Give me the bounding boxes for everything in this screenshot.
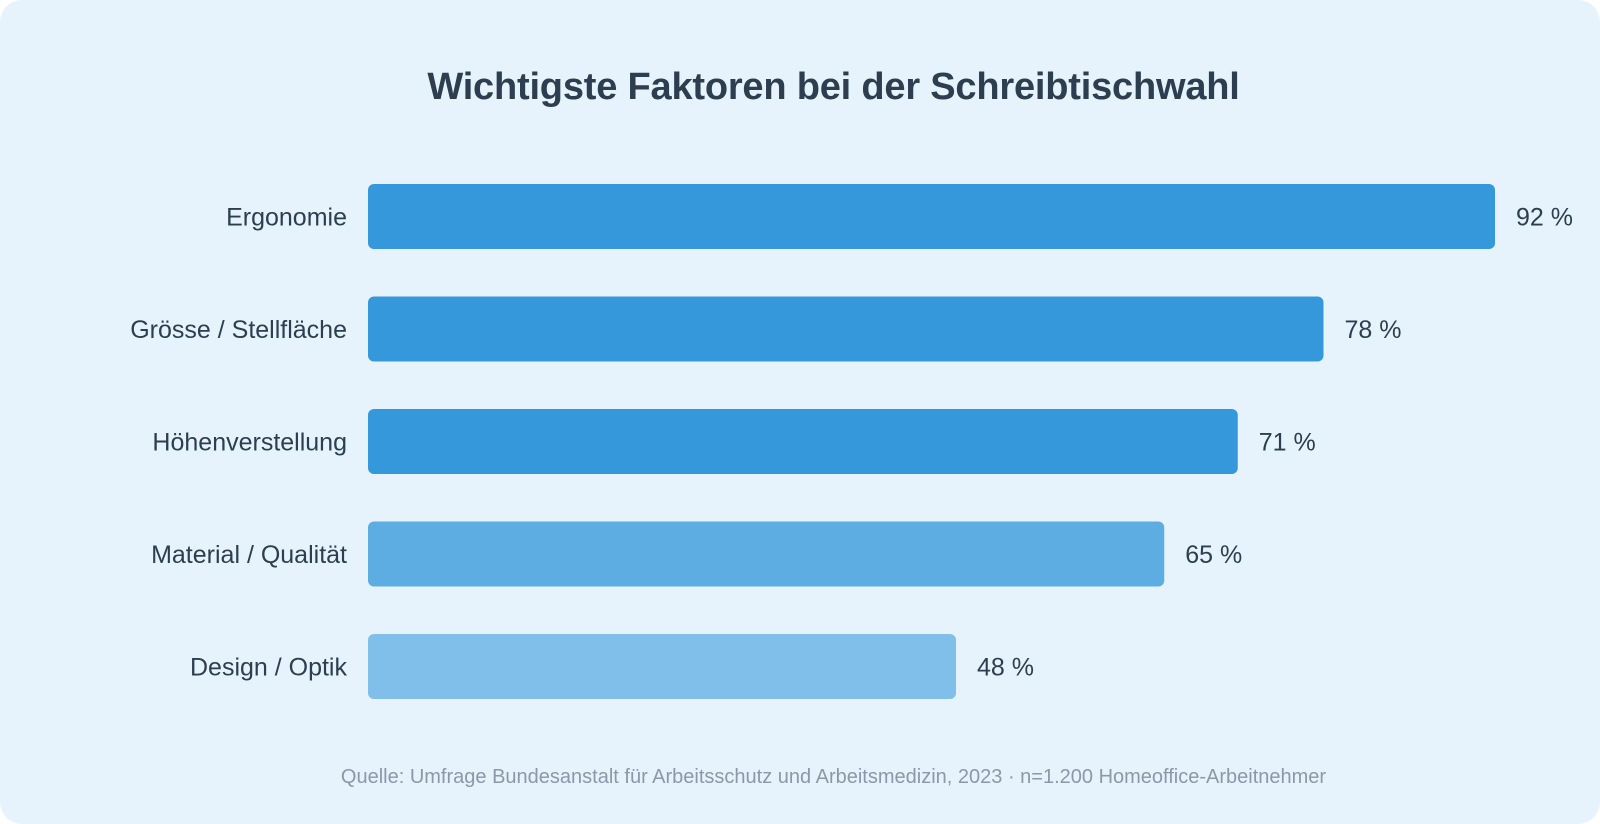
category-label: Material / Qualität: [151, 541, 347, 569]
category-label: Ergonomie: [226, 204, 347, 232]
value-label: 78 %: [1345, 316, 1402, 344]
bar-2: [368, 296, 1324, 362]
bar-3: [368, 409, 1238, 474]
chart-title: Wichtigste Faktoren bei der Schreibtisch…: [427, 66, 1240, 108]
bar-4: [368, 521, 1165, 587]
value-label: 65 %: [1185, 541, 1242, 569]
category-label: Grösse / Stellfläche: [130, 316, 347, 344]
bar-1: [368, 184, 1495, 249]
category-label: Höhenverstellung: [152, 429, 347, 457]
value-label: 48 %: [977, 654, 1034, 682]
category-label: Design / Optik: [190, 654, 348, 682]
value-label: 92 %: [1516, 204, 1573, 232]
bar-5: [368, 634, 956, 699]
value-label: 71 %: [1259, 429, 1316, 457]
chart-source: Quelle: Umfrage Bundesanstalt für Arbeit…: [340, 766, 1327, 788]
